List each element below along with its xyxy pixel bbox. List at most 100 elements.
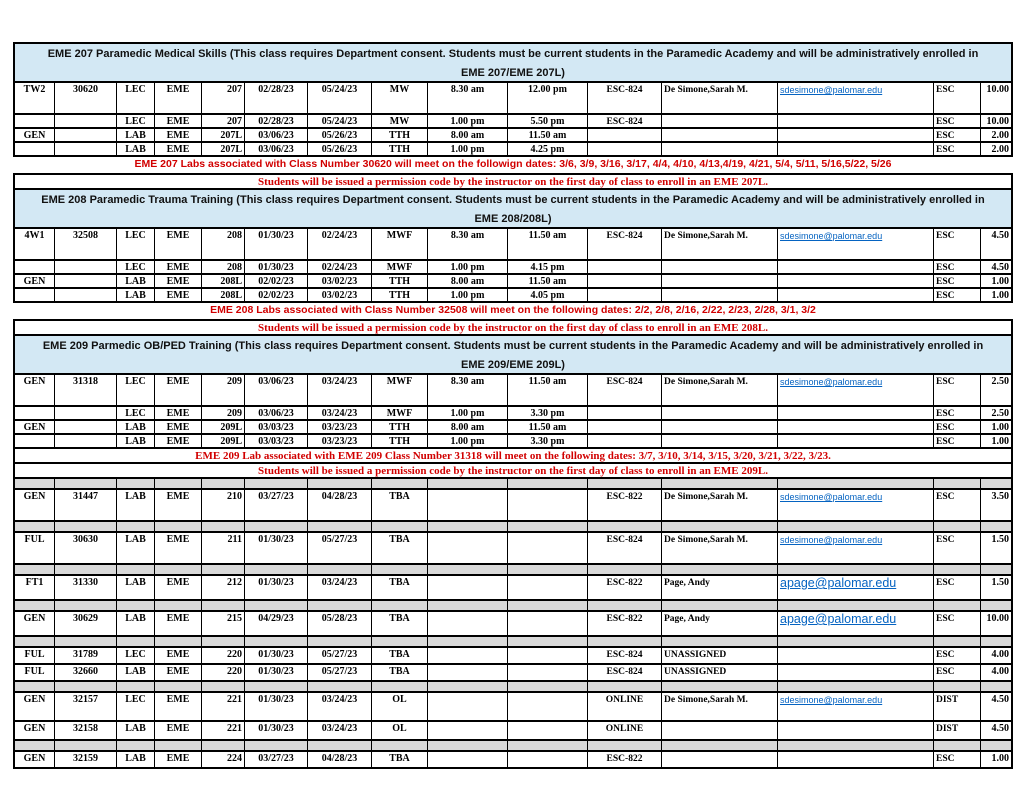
cell-location: ESC <box>934 752 981 767</box>
cell-end-date: 03/24/23 <box>308 722 372 739</box>
cell-room: ESC-824 <box>588 648 662 663</box>
cell-end-time <box>508 648 588 663</box>
cell-days: TBA <box>372 752 428 767</box>
email-link[interactable]: sdesimone@palomar.edu <box>780 85 883 95</box>
cell-end-date: 04/28/23 <box>308 752 372 767</box>
cell-component: LAB <box>117 421 155 433</box>
section-header-line2: EME 208/208L) <box>474 213 552 225</box>
cell-location: ESC <box>934 229 981 259</box>
eme208-permission-note: Students will be issued a permission cod… <box>13 319 1013 336</box>
cell-end-date: 05/26/23 <box>308 129 372 141</box>
cell-start-date: 01/30/23 <box>245 261 308 273</box>
spacer-cell <box>117 479 155 488</box>
cell-email <box>778 129 934 141</box>
cell-room <box>588 143 662 155</box>
email-link[interactable]: sdesimone@palomar.edu <box>780 377 883 387</box>
eme208-lab-dates-note: EME 208 Labs associated with Class Numbe… <box>13 303 1013 319</box>
cell-end-time: 4.25 pm <box>508 143 588 155</box>
cell-end-time <box>508 665 588 680</box>
cell-units: 10.00 <box>986 84 1010 95</box>
spacer-cell <box>245 637 308 646</box>
cell-dept: EME <box>155 375 202 405</box>
class-row-32158: GEN 32158 LAB EME 221 01/30/23 03/24/23 OL ONLIN… <box>13 720 1013 741</box>
spacer-cell <box>308 601 372 610</box>
cell-course-number: 208 <box>202 261 245 273</box>
cell-instructor <box>662 275 778 287</box>
spacer-cell <box>15 637 55 646</box>
class-row-31789: FUL 31789 LEC EME 220 01/30/23 05/27/23 TBA ESC-… <box>13 646 1013 665</box>
cell-component: LEC <box>117 407 155 419</box>
spacer-cell <box>588 637 662 646</box>
spacer-cell <box>55 601 117 610</box>
cell-component: LAB <box>117 435 155 447</box>
spacer-cell <box>117 601 155 610</box>
cell-email: apage@palomar.edu <box>778 612 934 635</box>
email-link[interactable]: sdesimone@palomar.edu <box>780 231 883 241</box>
spacer-cell <box>117 565 155 574</box>
class-row: LAB EME 208L 02/02/23 03/02/23 TTH 1.00 pm 4.05… <box>13 287 1013 303</box>
cell-units: 4.50 <box>991 723 1010 734</box>
cell-dept: EME <box>155 261 202 273</box>
cell-session: GEN <box>15 129 55 141</box>
cell-end-time: 12.00 pm <box>508 83 588 113</box>
spacer-cell <box>778 682 934 691</box>
spacer-cell <box>372 682 428 691</box>
cell-class-number: 31330 <box>55 576 117 599</box>
class-row-31318: GEN 31318 LEC EME 209 03/06/23 03/24/23 MWF 8.30… <box>13 373 1013 407</box>
cell-session <box>15 407 55 419</box>
cell-session: FUL <box>15 665 55 680</box>
spacer-cell <box>202 565 245 574</box>
cell-days: TTH <box>372 289 428 301</box>
cell-class-number: 32157 <box>55 693 117 720</box>
spacer-cell <box>588 565 662 574</box>
spacer-cell <box>662 637 778 646</box>
spacer-cell <box>202 522 245 531</box>
cell-location: ESC <box>934 83 981 113</box>
spacer-cell <box>55 637 117 646</box>
class-row: LAB EME 207L 03/06/23 05/26/23 TTH 1.00 pm 4.25… <box>13 141 1013 157</box>
cell-start-date: 03/06/23 <box>245 375 308 405</box>
cell-location: ESC <box>934 289 981 301</box>
cell-days: MWF <box>372 261 428 273</box>
cell-location: ESC <box>934 407 981 419</box>
cell-days: MW <box>372 115 428 127</box>
cell-course-number: 209 <box>202 375 245 405</box>
email-link[interactable]: apage@palomar.edu <box>780 612 897 626</box>
cell-end-time <box>508 612 588 635</box>
email-link[interactable]: apage@palomar.edu <box>780 576 897 590</box>
cell-instructor: De Simone,Sarah M. <box>662 693 778 720</box>
cell-end-date: 02/24/23 <box>308 261 372 273</box>
class-row-30630: FUL 30630 LAB EME 211 01/30/23 05/27/23 TBA ESC-… <box>13 531 1013 565</box>
email-link[interactable]: sdesimone@palomar.edu <box>780 535 883 545</box>
cell-session <box>15 143 55 155</box>
spacer-cell <box>155 522 202 531</box>
spacer-cell <box>934 601 981 610</box>
spacer-cell <box>308 522 372 531</box>
cell-instructor: De Simone,Sarah M. <box>662 490 778 520</box>
cell-dept: EME <box>155 129 202 141</box>
cell-start-date: 02/28/23 <box>245 83 308 113</box>
spacer-cell <box>662 682 778 691</box>
cell-days: TTH <box>372 275 428 287</box>
spacer-cell <box>934 637 981 646</box>
cell-units: 1.00 <box>991 276 1010 287</box>
cell-end-time: 3.30 pm <box>508 407 588 419</box>
cell-end-date: 03/02/23 <box>308 275 372 287</box>
cell-course-number: 208L <box>202 275 245 287</box>
cell-start-date: 03/06/23 <box>245 143 308 155</box>
cell-room: ESC-824 <box>588 533 662 563</box>
class-row-31447: GEN 31447 LAB EME 210 03/27/23 04/28/23 TBA ESC-… <box>13 488 1013 522</box>
email-link[interactable]: sdesimone@palomar.edu <box>780 695 883 705</box>
cell-session <box>15 435 55 447</box>
spacer-cell <box>778 637 934 646</box>
spacer-cell <box>245 601 308 610</box>
spacer-cell <box>155 741 202 750</box>
cell-course-number: 212 <box>202 576 245 599</box>
email-link[interactable]: sdesimone@palomar.edu <box>780 492 883 502</box>
cell-units: 2.50 <box>991 376 1010 387</box>
cell-component: LEC <box>117 375 155 405</box>
spacer-cell <box>778 565 934 574</box>
cell-end-time <box>508 490 588 520</box>
cell-start-time <box>428 576 508 599</box>
cell-start-time <box>428 490 508 520</box>
